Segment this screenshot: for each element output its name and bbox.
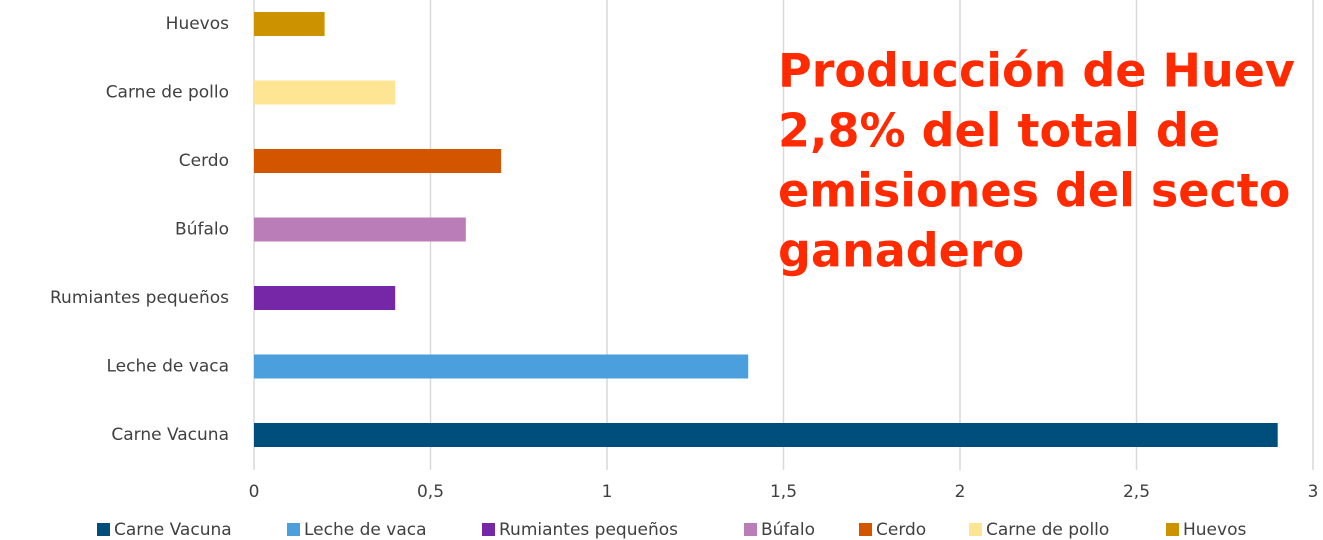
y-tick-label: Huevos	[166, 14, 229, 34]
bar	[254, 12, 325, 36]
legend-swatch	[859, 523, 872, 536]
x-tick-label: 1	[602, 482, 613, 502]
y-tick-label: Leche de vaca	[106, 357, 229, 377]
legend-swatch	[744, 523, 757, 536]
legend-label: Rumiantes pequeños	[499, 520, 678, 540]
bar	[254, 217, 466, 242]
x-tick-label: 2	[955, 482, 966, 502]
y-tick-label: Rumiantes pequeños	[50, 288, 229, 308]
x-tick-label: 0,5	[417, 482, 444, 502]
legend-swatch	[482, 523, 495, 536]
x-tick-label: 2,5	[1123, 482, 1150, 502]
legend-label: Huevos	[1183, 520, 1246, 540]
bar	[254, 423, 1278, 447]
y-tick-label: Carne de pollo	[106, 83, 229, 103]
annotation: emisiones del secto	[778, 164, 1290, 218]
annotation: Producción de Huev	[778, 44, 1295, 98]
legend-label: Cerdo	[876, 520, 926, 540]
legend-swatch	[287, 523, 300, 536]
legend-label: Carne de pollo	[986, 520, 1109, 540]
annotation: ganadero	[778, 224, 1024, 278]
bar	[254, 354, 749, 379]
bar	[254, 80, 396, 105]
legend-label: Leche de vaca	[304, 520, 427, 540]
bar	[254, 286, 396, 310]
annotation: 2,8% del total de	[778, 104, 1220, 158]
legend-swatch	[1166, 523, 1179, 536]
bar	[254, 149, 502, 173]
legend-swatch	[97, 523, 110, 536]
y-tick-label: Búfalo	[175, 220, 229, 240]
x-tick-label: 0	[249, 482, 260, 502]
x-tick-label: 1,5	[770, 482, 797, 502]
y-tick-label: Carne Vacuna	[111, 425, 229, 445]
y-tick-label: Cerdo	[179, 151, 229, 171]
legend-swatch	[969, 523, 982, 536]
x-tick-label: 3	[1308, 482, 1319, 502]
legend-label: Búfalo	[761, 520, 815, 540]
legend-label: Carne Vacuna	[114, 520, 232, 540]
